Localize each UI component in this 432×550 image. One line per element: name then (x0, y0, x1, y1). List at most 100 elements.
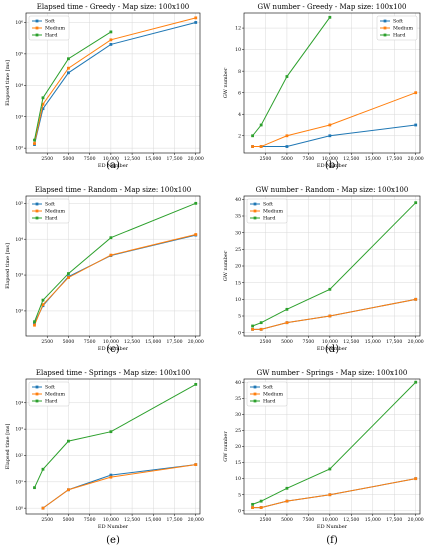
y-tick-label: 20 (235, 444, 241, 450)
data-point (259, 499, 263, 503)
data-point (194, 21, 198, 24)
data-point (41, 102, 45, 106)
y-tick-label: 30 (235, 412, 241, 418)
data-point (259, 145, 263, 148)
x-tick-label: 15,000 (365, 517, 381, 523)
data-point (67, 276, 70, 279)
y-tick-label: 10³ (15, 114, 23, 120)
x-tick-label: 15,000 (145, 339, 161, 345)
data-point (67, 71, 70, 75)
data-point (414, 91, 418, 95)
legend-marker (253, 385, 257, 389)
x-tick-label: 20,000 (408, 156, 424, 162)
panel-caption: (e) (106, 535, 120, 546)
y-tick-label: 35 (235, 396, 241, 402)
x-tick-label: 2500 (41, 517, 53, 523)
chart-panel-1: 2500 5000 7500 10,000 12,500 15,000 17,500 20,0… (5, 3, 204, 171)
data-point (41, 303, 45, 307)
legend-label: Soft (263, 385, 273, 391)
series-hard (33, 30, 113, 142)
legend-marker (35, 209, 39, 213)
legend-label: Medium (45, 26, 65, 32)
chart-panel-4: 2500 5000 7500 10,000 12,500 15,000 17,500 20,0… (223, 186, 424, 355)
data-point (67, 272, 70, 275)
x-tick-label: 5000 (281, 339, 293, 345)
data-point (328, 123, 332, 127)
legend-marker (35, 216, 39, 220)
plot-frame (25, 12, 201, 154)
legend-marker (35, 202, 39, 206)
x-tick-label: 12,500 (343, 517, 359, 523)
x-tick-label: 7500 (303, 339, 315, 345)
data-point (109, 43, 113, 46)
chart-title: Elapsed time - Greedy - Map size: 100x10… (37, 3, 190, 11)
data-point (328, 134, 332, 138)
series-hard (251, 15, 332, 138)
data-point (414, 380, 418, 384)
legend-marker (383, 19, 387, 23)
y-tick-label: 10⁴ (15, 400, 23, 406)
data-point (414, 123, 418, 127)
series-line (252, 17, 331, 137)
y-tick-label: 40 (235, 380, 241, 386)
y-tick-label: 10⁵ (15, 201, 23, 207)
x-tick-label: 15,000 (365, 156, 381, 162)
data-point (285, 145, 289, 148)
chart-title: GW number - Springs - Map size: 100x100 (257, 369, 408, 377)
x-tick-label: 2500 (41, 156, 53, 162)
data-point (259, 327, 263, 331)
y-tick-label: 10² (15, 146, 23, 152)
y-tick-label: 25 (235, 428, 241, 434)
series-hard (33, 201, 198, 324)
data-point (194, 201, 198, 205)
y-axis-label: GW number (223, 250, 229, 281)
legend-label: Hard (45, 216, 57, 222)
data-point (33, 320, 36, 324)
legend-marker (35, 399, 39, 403)
x-tick-label: 12,500 (343, 156, 359, 162)
data-point (33, 486, 36, 490)
data-point (328, 314, 332, 318)
x-tick-label: 17,500 (386, 517, 402, 523)
y-tick-label: 0 (238, 508, 241, 514)
x-tick-label: 20,000 (408, 339, 424, 345)
chart-title: Elapsed time - Random - Map size: 100x10… (35, 186, 191, 194)
data-point (251, 502, 254, 506)
data-point (259, 506, 263, 509)
data-point (41, 506, 45, 510)
y-tick-label: 15 (235, 460, 241, 466)
data-point (67, 488, 70, 492)
data-point (251, 145, 254, 148)
y-tick-label: 10² (15, 453, 23, 459)
data-point (67, 66, 70, 70)
x-tick-label: 10,000 (322, 339, 338, 345)
data-point (328, 15, 332, 19)
x-tick-label: 5000 (281, 517, 293, 523)
x-tick-label: 5000 (63, 156, 75, 162)
plot-frame (243, 195, 421, 337)
x-tick-label: 2500 (41, 339, 53, 345)
chart-panel-3: 2500 5000 7500 10,000 12,500 15,000 17,500 20,0… (5, 186, 204, 355)
data-point (251, 327, 254, 331)
x-axis-label: ED Number (98, 524, 129, 530)
legend-label: Medium (393, 26, 413, 32)
data-point (109, 475, 113, 479)
series-hard (251, 380, 418, 506)
chart-panel-5: 2500 5000 7500 10,000 12,500 15,000 17,500 20,0… (5, 369, 204, 546)
y-tick-label: 8 (238, 69, 241, 75)
x-tick-label: 15,000 (145, 156, 161, 162)
x-tick-label: 10,000 (103, 517, 119, 523)
legend-label: Soft (263, 202, 273, 208)
data-point (194, 16, 198, 20)
y-tick-label: 35 (235, 214, 241, 220)
data-point (251, 506, 254, 509)
plot-frame (25, 378, 201, 515)
series-medium (251, 477, 418, 509)
data-point (109, 473, 113, 477)
plot-frame (243, 12, 421, 154)
